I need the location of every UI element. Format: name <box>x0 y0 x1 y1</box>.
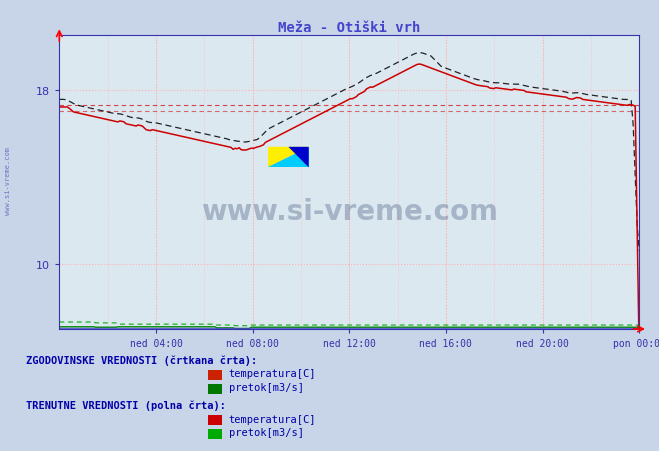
Polygon shape <box>268 147 308 168</box>
Text: pretok[m3/s]: pretok[m3/s] <box>229 382 304 392</box>
Text: pretok[m3/s]: pretok[m3/s] <box>229 427 304 437</box>
Polygon shape <box>289 147 308 168</box>
Text: www.si-vreme.com: www.si-vreme.com <box>201 198 498 226</box>
Text: temperatura[C]: temperatura[C] <box>229 414 316 423</box>
Text: temperatura[C]: temperatura[C] <box>229 368 316 378</box>
Polygon shape <box>268 147 308 168</box>
Text: ZGODOVINSKE VREDNOSTI (črtkana črta):: ZGODOVINSKE VREDNOSTI (črtkana črta): <box>26 354 258 365</box>
Text: www.si-vreme.com: www.si-vreme.com <box>5 147 11 214</box>
Title: Meža - Otiški vrh: Meža - Otiški vrh <box>278 21 420 35</box>
Text: TRENUTNE VREDNOSTI (polna črta):: TRENUTNE VREDNOSTI (polna črta): <box>26 400 226 410</box>
